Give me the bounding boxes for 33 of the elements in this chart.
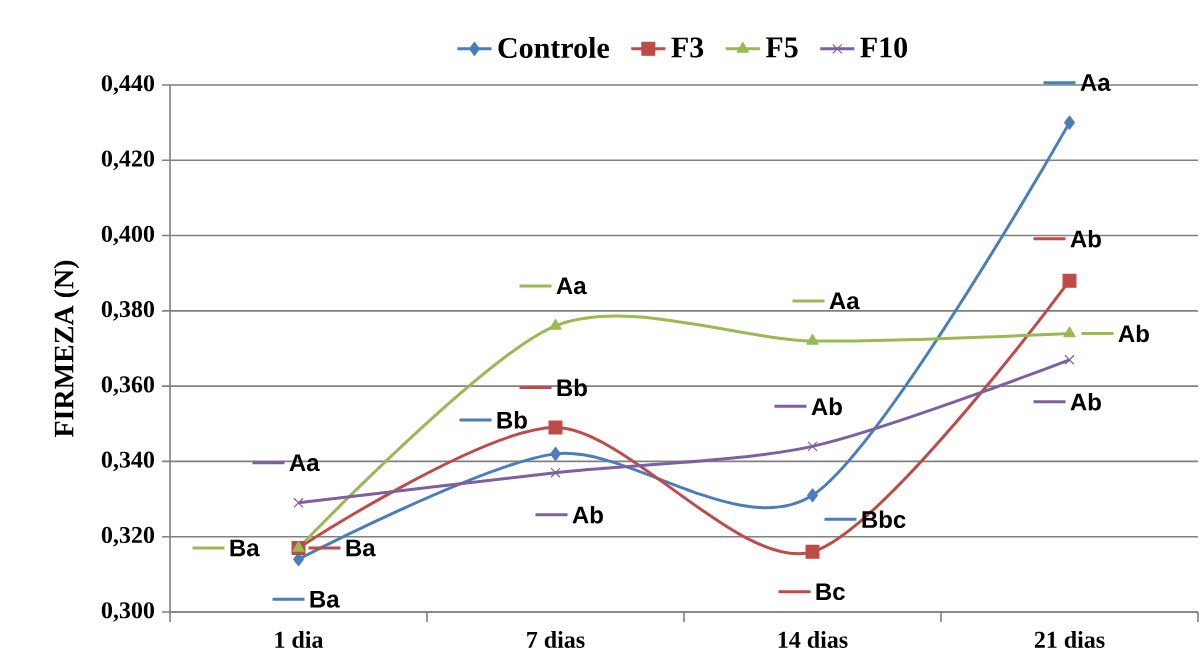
data-label: Aa <box>289 454 320 472</box>
data-label: Bb <box>497 411 527 429</box>
y-tick-label: 0,340 <box>101 451 155 472</box>
x-tick-label: 1 dia <box>275 631 324 648</box>
data-label: Ab <box>1070 392 1101 411</box>
data-label: Ba <box>346 539 376 557</box>
data-label: Ba <box>310 590 340 608</box>
legend-label: F5 <box>765 37 798 58</box>
y-tick-label: 0,400 <box>101 225 155 246</box>
data-label: Bb <box>557 378 587 397</box>
y-tick-label: 0,300 <box>101 602 155 622</box>
y-tick-label: 0,360 <box>101 376 155 396</box>
data-label: Ba <box>230 539 260 557</box>
x-tick-label: 14 dias <box>778 631 848 648</box>
y-tick-label: 0,380 <box>101 301 155 321</box>
data-label: Aa <box>829 292 860 310</box>
data-label: Bc <box>816 583 845 601</box>
data-label: Ab <box>1118 324 1149 343</box>
data-label: Ab <box>572 505 603 524</box>
data-label: Aa <box>1080 74 1111 91</box>
y-tick-label: 0,440 <box>101 75 155 95</box>
x-tick-label: 21 dias <box>1034 631 1105 648</box>
legend-label: F3 <box>671 37 704 58</box>
y-axis-title: FIRMEZA (N) <box>53 260 80 438</box>
legend-label: F10 <box>860 37 908 58</box>
data-label: Ab <box>1070 229 1101 248</box>
x-tick-label: 7 dias <box>527 631 585 648</box>
data-label: Bbc <box>862 510 906 529</box>
legend-label: Controle <box>498 36 609 59</box>
data-label: Ab <box>811 397 842 416</box>
data-label: Aa <box>556 277 587 295</box>
y-tick-label: 0,420 <box>101 150 155 171</box>
y-tick-label: 0,320 <box>101 526 155 547</box>
